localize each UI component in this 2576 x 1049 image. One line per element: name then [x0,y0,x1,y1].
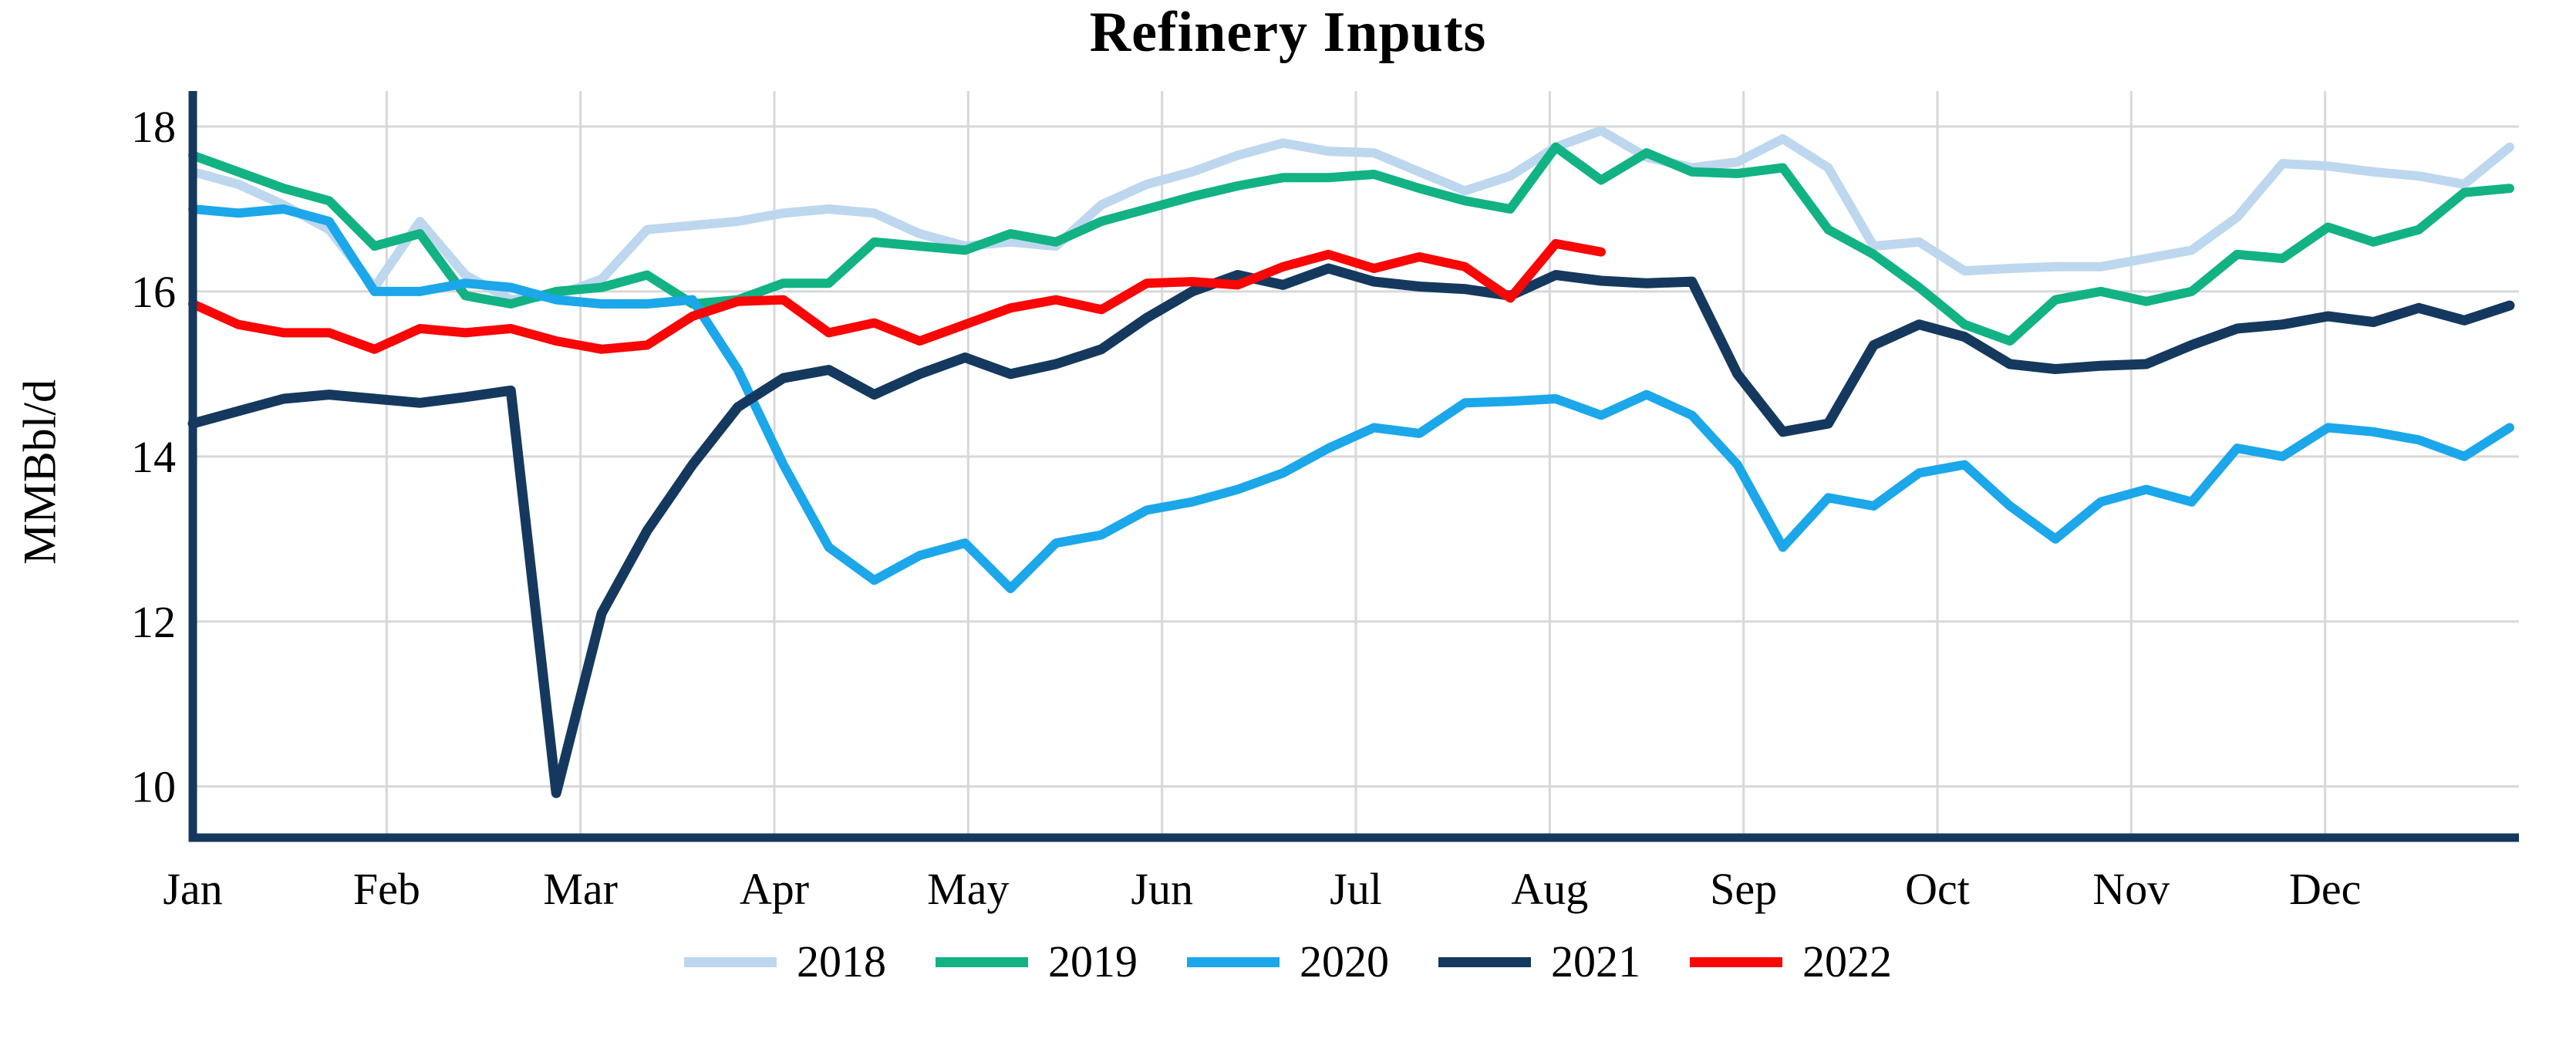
legend: 2018 2019 2020 2021 2022 [0,939,2576,984]
legend-label-2020: 2020 [1300,936,1389,987]
y-tick-label: 10 [131,762,176,812]
x-month-label: Oct [1905,864,1970,914]
y-tick-label: 18 [131,102,176,152]
legend-item-2021: 2021 [1438,939,1640,984]
x-month-label: May [927,864,1009,914]
legend-swatch-2018 [684,956,777,967]
legend-swatch-2022 [1690,956,1782,967]
x-month-label: Nov [2092,864,2170,914]
legend-item-2022: 2022 [1690,939,1892,984]
x-month-label: Mar [543,864,618,914]
legend-swatch-2019 [936,956,1028,967]
series-line-2021 [187,263,2515,798]
y-axis-spine [188,91,197,842]
x-month-label: Sep [1710,864,1777,914]
x-month-label: Aug [1511,864,1588,914]
legend-label-2022: 2022 [1802,936,1892,987]
legend-label-2021: 2021 [1551,936,1640,987]
series-line-2019 [188,142,2514,346]
series-line-2022 [188,238,1606,354]
legend-label-2019: 2019 [1048,936,1138,987]
legend-item-2019: 2019 [936,939,1138,984]
x-month-label: Jun [1131,864,1193,914]
legend-item-2018: 2018 [684,939,886,984]
chart-title: Refinery Inputs [1089,1,1487,64]
y-tick-label: 14 [131,432,176,482]
legend-label-2018: 2018 [797,936,886,987]
x-axis-spine [188,833,2519,842]
y-tick-label: 16 [131,267,176,317]
x-month-label: Dec [2289,864,2361,914]
series-line-2020 [188,204,2514,593]
y-tick-label: 12 [131,597,176,647]
legend-swatch-2020 [1187,956,1280,967]
x-month-label: Jul [1330,864,1382,914]
x-month-label: Feb [353,864,420,914]
x-month-label: Apr [740,864,809,914]
legend-swatch-2021 [1438,956,1531,967]
legend-item-2020: 2020 [1187,939,1389,984]
x-month-label: Jan [163,864,222,914]
